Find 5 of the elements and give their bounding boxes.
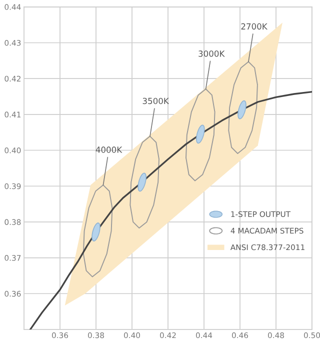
annotation: 3000K bbox=[198, 50, 225, 57]
annotation: 3500K bbox=[142, 98, 170, 104]
annotation: 4000K bbox=[96, 146, 122, 153]
line-series bbox=[29, 91, 312, 330]
annotation: 2700K bbox=[241, 23, 268, 30]
